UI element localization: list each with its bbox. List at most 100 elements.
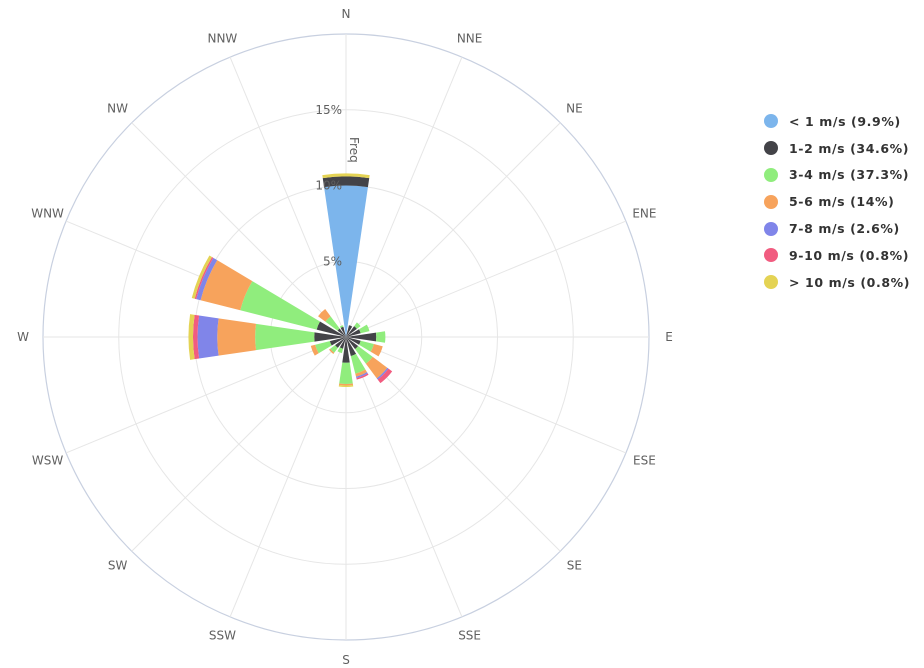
wind-bar-segment[interactable]	[188, 314, 195, 360]
direction-label: SW	[108, 558, 128, 572]
wind-bar-segment[interactable]	[339, 325, 344, 328]
legend-item[interactable]: 1-2 m/s (34.6%)	[764, 135, 910, 162]
wind-bar-segment[interactable]	[365, 356, 388, 379]
legend-item[interactable]: 3-4 m/s (37.3%)	[764, 162, 910, 189]
legend-item[interactable]: 7-8 m/s (2.6%)	[764, 215, 910, 242]
wind-bar-segment[interactable]	[346, 329, 361, 337]
wind-bar-segment[interactable]	[314, 332, 346, 342]
wind-bar-segment[interactable]	[200, 260, 253, 311]
direction-label: ESE	[633, 454, 656, 468]
wind-bar-segment[interactable]	[370, 344, 383, 357]
wind-bar-segment[interactable]	[194, 257, 214, 300]
grid-spoke	[345, 336, 463, 618]
direction-label: SSE	[458, 628, 481, 642]
grid-spoke	[229, 56, 347, 338]
wind-bar-segment[interactable]	[196, 257, 218, 301]
wind-bar-segment[interactable]	[338, 384, 354, 387]
wind-bar-segment[interactable]	[346, 337, 359, 350]
wind-bar-segment[interactable]	[191, 255, 212, 299]
direction-label: NW	[107, 102, 128, 116]
legend-swatch	[764, 194, 778, 209]
wind-bar-segment[interactable]	[192, 314, 200, 360]
legend-item[interactable]: > 10 m/s (0.8%)	[764, 269, 910, 296]
wind-bar-segment[interactable]	[356, 373, 369, 380]
wind-bar-segment[interactable]	[337, 328, 346, 337]
legend-label: > 10 m/s (0.8%)	[789, 274, 911, 290]
grid-spoke	[345, 220, 627, 338]
radial-tick-label: 10%	[315, 179, 342, 193]
legend-swatch	[764, 248, 778, 263]
wind-bar-segment[interactable]	[330, 345, 338, 353]
legend-label: 1-2 m/s (34.6%)	[789, 140, 910, 156]
wind-bar-segment[interactable]	[217, 318, 257, 356]
wind-bar-segment[interactable]	[318, 309, 331, 322]
wind-bar-segment[interactable]	[376, 367, 389, 380]
wind-bar-segment[interactable]	[359, 324, 370, 334]
wind-bar-segment[interactable]	[355, 346, 373, 364]
wind-bar-segment[interactable]	[310, 344, 319, 356]
legend-swatch	[764, 221, 778, 236]
wind-bar-segment[interactable]	[240, 281, 320, 330]
wind-bar-segment[interactable]	[359, 340, 374, 352]
direction-label: W	[17, 330, 29, 344]
wind-bar-segment[interactable]	[339, 362, 353, 384]
radial-axis-title: Freq	[347, 137, 361, 163]
direction-label: SSW	[209, 628, 236, 642]
grid-spoke	[131, 336, 347, 552]
legend-swatch	[764, 114, 778, 129]
legend-label: 9-10 m/s (0.8%)	[789, 247, 910, 263]
direction-label: WNW	[31, 206, 64, 220]
wind-bar-segment[interactable]	[339, 337, 346, 349]
wind-bar-segment[interactable]	[346, 337, 361, 345]
wind-bar-segment[interactable]	[346, 337, 357, 357]
direction-label: N	[342, 7, 351, 21]
direction-label: E	[665, 330, 673, 344]
legend: < 1 m/s (9.9%) 1-2 m/s (34.6%) 3-4 m/s (37…	[764, 108, 910, 296]
wind-bar-segment[interactable]	[346, 332, 377, 342]
wind-bar-segment[interactable]	[335, 337, 346, 348]
grid-spoke	[229, 336, 347, 618]
wind-bar-segment[interactable]	[322, 173, 370, 179]
wind-bar-segment[interactable]	[375, 331, 386, 343]
wind-bar-segment[interactable]	[316, 321, 346, 337]
legend-item[interactable]: < 1 m/s (9.9%)	[764, 108, 910, 135]
wind-bar-segment[interactable]	[354, 322, 361, 329]
legend-item[interactable]: 9-10 m/s (0.8%)	[764, 242, 910, 269]
wind-bar-segment[interactable]	[325, 316, 340, 331]
wind-bar-segment[interactable]	[338, 383, 354, 386]
grid-spoke	[65, 336, 347, 454]
radial-tick-label: 15%	[315, 103, 342, 117]
wind-bar-segment[interactable]	[355, 369, 367, 377]
legend-swatch	[764, 141, 778, 156]
direction-label: NNW	[207, 32, 237, 46]
wind-bar-segment[interactable]	[340, 326, 346, 337]
direction-label: SE	[567, 558, 582, 572]
wind-bar-segment[interactable]	[356, 372, 368, 379]
grid-spoke	[345, 336, 627, 454]
wind-bar-segment[interactable]	[329, 337, 346, 346]
direction-label: WSW	[32, 454, 63, 468]
direction-label: ENE	[632, 206, 656, 220]
legend-item[interactable]: 5-6 m/s (14%)	[764, 188, 910, 215]
wind-bar-segment[interactable]	[342, 337, 350, 363]
wind-bar-segment[interactable]	[197, 315, 219, 359]
wind-bar-segment[interactable]	[337, 347, 344, 354]
wind-rose-bars	[188, 173, 393, 387]
legend-label: 3-4 m/s (37.3%)	[789, 167, 910, 183]
wind-bar-segment[interactable]	[255, 323, 315, 351]
axis-labels: N NNE NE ENE E ESE SE SSE S SSW SW WSW W WNW NW NNW 5% 10…	[17, 7, 673, 667]
grid-spoke	[345, 56, 463, 338]
wind-bar-segment[interactable]	[377, 368, 393, 384]
wind-bar-segment[interactable]	[328, 348, 335, 355]
direction-label: NNE	[457, 32, 483, 46]
grid-spoke	[131, 122, 347, 338]
wind-bar-segment[interactable]	[315, 341, 332, 354]
wind-bar-segment[interactable]	[346, 326, 357, 337]
legend-swatch	[764, 275, 778, 290]
wind-bar-segment[interactable]	[322, 176, 370, 188]
wind-bar-segment[interactable]	[346, 325, 353, 337]
wind-bar-segment[interactable]	[350, 353, 366, 374]
wind-bar-segment[interactable]	[324, 185, 368, 338]
direction-label: S	[342, 653, 350, 667]
